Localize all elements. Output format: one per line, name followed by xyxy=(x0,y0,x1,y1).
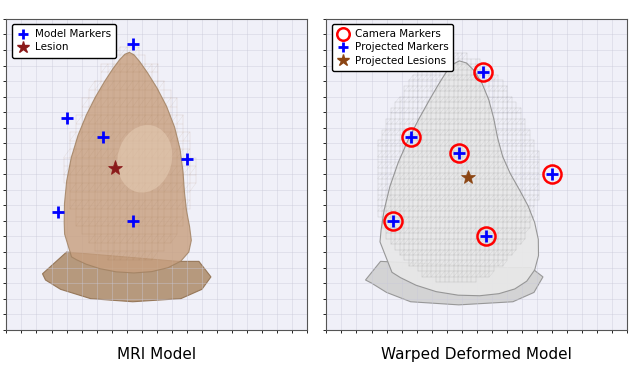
Text: Warped Deformed Model: Warped Deformed Model xyxy=(381,347,572,362)
Polygon shape xyxy=(64,52,191,273)
Polygon shape xyxy=(380,61,538,296)
Polygon shape xyxy=(42,252,211,302)
Legend: Model Markers, Lesion: Model Markers, Lesion xyxy=(12,24,116,58)
Ellipse shape xyxy=(117,125,172,193)
Polygon shape xyxy=(365,262,543,305)
Text: MRI Model: MRI Model xyxy=(117,347,196,362)
Legend: Camera Markers, Projected Markers, Projected Lesions: Camera Markers, Projected Markers, Proje… xyxy=(332,24,454,71)
